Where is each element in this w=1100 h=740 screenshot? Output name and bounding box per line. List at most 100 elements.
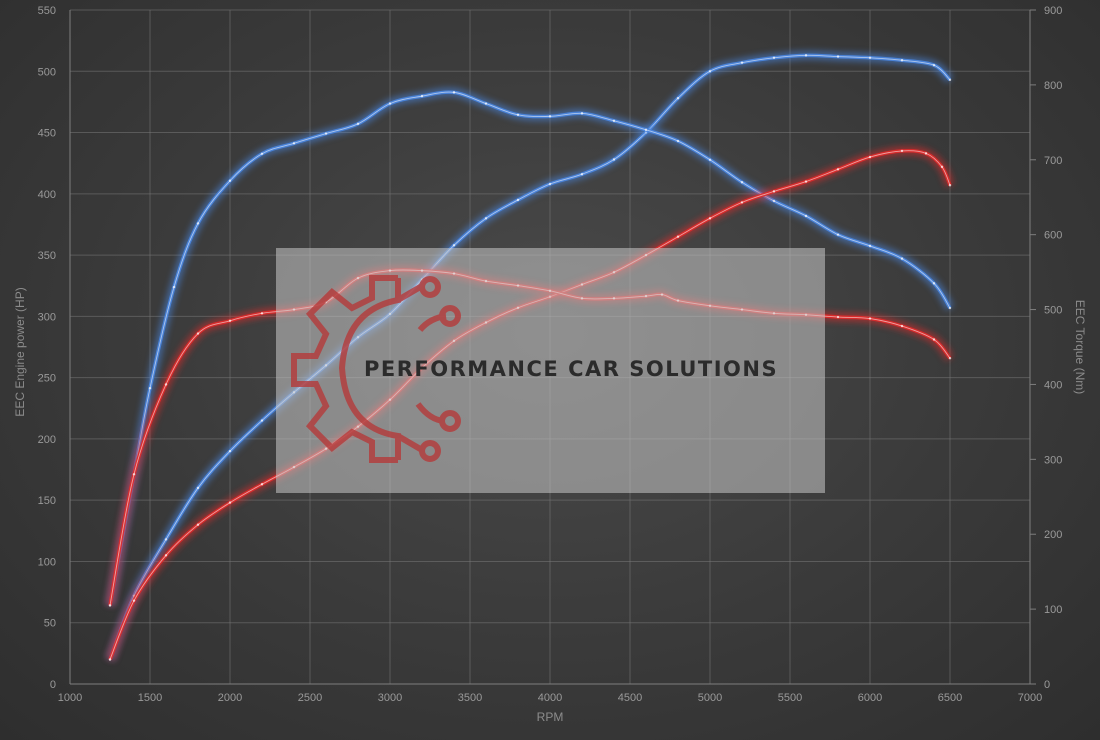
data-point — [868, 244, 872, 248]
data-point — [292, 142, 296, 145]
data-point — [484, 217, 488, 220]
y-tick-label-left: 450 — [38, 128, 56, 140]
y-tick-label-right: 900 — [1044, 5, 1062, 17]
y-tick-label-right: 300 — [1044, 454, 1062, 466]
y-tick-label-right: 500 — [1044, 305, 1062, 317]
data-point — [164, 538, 168, 541]
data-point — [900, 59, 904, 62]
x-tick-label: 2500 — [298, 692, 322, 704]
y-tick-label-right: 600 — [1044, 230, 1062, 242]
data-point — [132, 599, 136, 602]
data-point — [356, 122, 360, 126]
series-highlight — [109, 91, 951, 606]
x-tick-label: 4000 — [538, 692, 562, 704]
series-1 — [105, 50, 954, 662]
data-point — [228, 449, 232, 453]
data-point — [708, 70, 712, 73]
x-axis-title: RPM — [537, 710, 564, 724]
data-point — [516, 113, 520, 117]
axis-ticks: 1000 1500 2000 2500 3000 3500 4000 4500 5000 5500… — [38, 5, 1063, 704]
data-point — [644, 128, 648, 132]
data-point — [772, 199, 776, 203]
data-point — [868, 56, 872, 59]
y-tick-label-right: 0 — [1044, 679, 1050, 691]
x-tick-label: 4500 — [618, 692, 642, 704]
data-point — [804, 54, 808, 57]
data-point — [108, 658, 112, 661]
series-highlight — [109, 54, 951, 660]
data-point — [548, 182, 552, 186]
data-point — [932, 63, 936, 67]
data-point — [900, 257, 904, 260]
y-tick-label-right: 100 — [1044, 604, 1062, 616]
y-tick-label-left: 200 — [38, 434, 56, 446]
data-point — [516, 198, 520, 202]
x-tick-label: 6000 — [858, 692, 882, 704]
brand-name: PERFORMANCE CAR SOLUTIONS — [364, 357, 778, 381]
data-point — [804, 180, 808, 183]
x-tick-label: 1500 — [138, 692, 162, 704]
data-point — [196, 222, 200, 225]
data-point — [932, 282, 936, 285]
data-point — [612, 158, 616, 161]
data-point — [260, 483, 264, 486]
data-point — [948, 184, 952, 187]
data-point — [228, 179, 232, 182]
y-tick-label-left: 50 — [44, 618, 56, 630]
data-point — [836, 315, 840, 319]
data-point — [868, 317, 872, 320]
y-tick-label-right: 700 — [1044, 155, 1062, 167]
y-tick-label-left: 0 — [50, 679, 56, 691]
y-tick-label-left: 550 — [38, 5, 56, 17]
data-point — [580, 173, 584, 176]
x-tick-label: 5000 — [698, 692, 722, 704]
data-point — [836, 168, 840, 171]
y-tick-label-right: 800 — [1044, 80, 1062, 92]
data-point — [740, 181, 744, 184]
data-point — [196, 486, 200, 490]
y-tick-label-left: 300 — [38, 311, 56, 323]
y-tick-label-left: 250 — [38, 373, 56, 385]
data-point — [948, 78, 952, 82]
y-tick-label-left: 150 — [38, 495, 56, 507]
data-point — [548, 115, 552, 118]
data-point — [740, 61, 744, 64]
y-tick-label-left: 350 — [38, 250, 56, 262]
data-point — [940, 165, 944, 169]
data-point — [260, 312, 264, 315]
x-tick-label: 7000 — [1018, 692, 1042, 704]
watermark-logo: PERFORMANCE CAR SOLUTIONS — [276, 248, 825, 493]
data-point — [804, 214, 808, 218]
data-point — [484, 102, 488, 105]
data-point — [740, 201, 744, 204]
x-tick-label: 3500 — [458, 692, 482, 704]
data-point — [260, 419, 264, 422]
data-point — [676, 139, 680, 143]
data-point — [836, 233, 840, 236]
data-point — [900, 149, 904, 153]
data-point — [708, 158, 712, 161]
data-point — [836, 55, 840, 58]
data-point — [164, 383, 168, 386]
data-point — [420, 94, 424, 98]
data-point — [948, 357, 952, 360]
data-point — [612, 119, 616, 123]
data-point — [772, 56, 776, 59]
gear-circuit-icon — [291, 275, 461, 463]
y-tick-label-left: 100 — [38, 556, 56, 568]
y-tick-label-right: 400 — [1044, 379, 1062, 391]
data-point — [708, 217, 712, 220]
y-tick-label-left: 400 — [38, 189, 56, 201]
data-point — [580, 112, 584, 115]
x-tick-label: 3000 — [378, 692, 402, 704]
data-point — [868, 155, 872, 159]
data-point — [260, 152, 264, 155]
series-2 — [105, 87, 954, 607]
data-point — [164, 554, 168, 557]
data-point — [452, 244, 456, 247]
data-point — [932, 338, 936, 341]
y-tick-label-right: 200 — [1044, 529, 1062, 541]
data-point — [108, 604, 112, 607]
data-point — [924, 152, 928, 155]
